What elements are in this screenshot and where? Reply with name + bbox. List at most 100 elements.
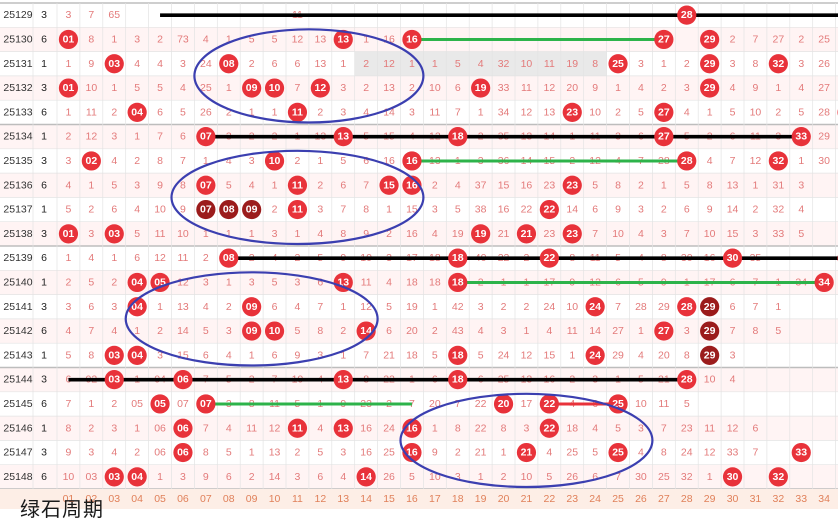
- miss-count: 2: [66, 276, 72, 288]
- miss-count: 1: [203, 228, 209, 240]
- winning-ball: [539, 418, 559, 438]
- winning-ball-label: 08: [223, 252, 235, 264]
- miss-count: 2: [386, 228, 392, 240]
- miss-count: 5: [272, 33, 278, 45]
- winning-ball-label: 10: [269, 82, 281, 94]
- miss-count: 9: [615, 204, 621, 216]
- winning-ball-label: 10: [269, 325, 281, 337]
- miss-count: 5: [798, 106, 804, 118]
- blue-number: 1: [41, 422, 47, 434]
- miss-count: 2: [226, 106, 232, 118]
- miss-count: 1: [661, 179, 667, 191]
- blue-number: 1: [41, 131, 47, 143]
- miss-count: 5: [295, 325, 301, 337]
- miss-count: 07: [177, 398, 189, 410]
- miss-count: 2: [661, 82, 667, 94]
- miss-count: 1: [226, 228, 232, 240]
- miss-count: 4: [638, 228, 644, 240]
- winning-ball-label: 03: [108, 58, 120, 70]
- miss-count: 16: [383, 33, 395, 45]
- winning-ball: [287, 199, 308, 220]
- miss-count: 4: [432, 228, 438, 240]
- miss-count: 12: [521, 349, 533, 361]
- blue-number: 6: [41, 106, 47, 118]
- miss-count: 3: [157, 349, 163, 361]
- winning-ball-label: 29: [704, 58, 716, 70]
- highlight-ellipse: [124, 271, 379, 367]
- miss-count: 2: [340, 325, 346, 337]
- miss-count: 1: [249, 447, 255, 459]
- miss-count: 5: [730, 106, 736, 118]
- miss-count: 3: [66, 9, 72, 21]
- miss-count: 11: [521, 82, 532, 94]
- miss-count: 6: [753, 422, 759, 434]
- miss-count: 7: [661, 422, 667, 434]
- blue-number: 3: [41, 9, 47, 21]
- miss-count: 13: [383, 82, 395, 94]
- winning-ball-label: 11: [292, 106, 303, 118]
- miss-count: 3: [295, 276, 301, 288]
- miss-count: 1: [753, 179, 759, 191]
- miss-count: 2: [272, 204, 278, 216]
- miss-count: 5: [592, 447, 598, 459]
- winning-ball-label: 27: [658, 131, 670, 143]
- miss-count: 26: [566, 471, 578, 483]
- miss-count: 2: [295, 447, 301, 459]
- miss-count: 11: [155, 228, 166, 240]
- column-header-label: 24: [589, 493, 601, 505]
- miss-count: 2: [753, 204, 759, 216]
- miss-count: 11: [567, 325, 578, 337]
- issue-number: 25134: [3, 131, 32, 143]
- miss-count: 15: [498, 179, 510, 191]
- miss-count: 65: [108, 9, 120, 21]
- miss-count: 8: [501, 422, 507, 434]
- winning-ball: [379, 175, 399, 195]
- winning-ball: [356, 321, 376, 341]
- miss-count: 3: [249, 276, 255, 288]
- miss-count: 5: [88, 276, 94, 288]
- miss-count: 10: [635, 398, 647, 410]
- miss-count: 03: [86, 471, 98, 483]
- winning-ball-label: 28: [681, 301, 693, 313]
- miss-count: 8: [753, 58, 759, 70]
- issue-number: 25129: [3, 9, 32, 21]
- winning-ball: [608, 442, 628, 463]
- miss-count: 31: [773, 179, 785, 191]
- miss-count: 24: [544, 301, 556, 313]
- winning-ball: [700, 29, 720, 50]
- column-header-label: 11: [292, 493, 303, 505]
- winning-ball: [814, 272, 834, 293]
- miss-count: 21: [475, 447, 487, 459]
- miss-count: 4: [684, 106, 690, 118]
- winning-ball-label: 02: [86, 155, 98, 167]
- miss-count: 3: [88, 447, 94, 459]
- miss-count: 5: [226, 447, 232, 459]
- winning-ball: [58, 29, 79, 50]
- issue-number: 25144: [3, 374, 32, 386]
- miss-count: 3: [661, 228, 667, 240]
- miss-count: 1: [249, 349, 255, 361]
- winning-ball: [722, 467, 743, 487]
- miss-count: 3: [478, 301, 484, 313]
- miss-count: 4: [66, 325, 72, 337]
- miss-count: 5: [455, 58, 461, 70]
- winning-ball: [173, 370, 193, 390]
- miss-count: 13: [315, 33, 327, 45]
- miss-count: 1: [226, 82, 232, 94]
- winning-ball-label: 24: [589, 349, 601, 361]
- miss-count: 3: [730, 349, 736, 361]
- winning-ball-label: 29: [704, 325, 716, 337]
- miss-count: 3: [409, 106, 415, 118]
- miss-count: 9: [707, 204, 713, 216]
- miss-count: 1: [707, 106, 713, 118]
- miss-count: 38: [475, 204, 487, 216]
- winning-ball: [287, 175, 308, 195]
- winning-ball-label: 28: [681, 155, 693, 167]
- miss-count: 6: [592, 471, 598, 483]
- winning-ball: [219, 54, 239, 74]
- miss-count: 8: [66, 422, 72, 434]
- miss-count: 12: [360, 301, 372, 313]
- miss-count: 11: [544, 58, 555, 70]
- winning-ball-label: 04: [131, 471, 143, 483]
- blue-number: 3: [41, 374, 47, 386]
